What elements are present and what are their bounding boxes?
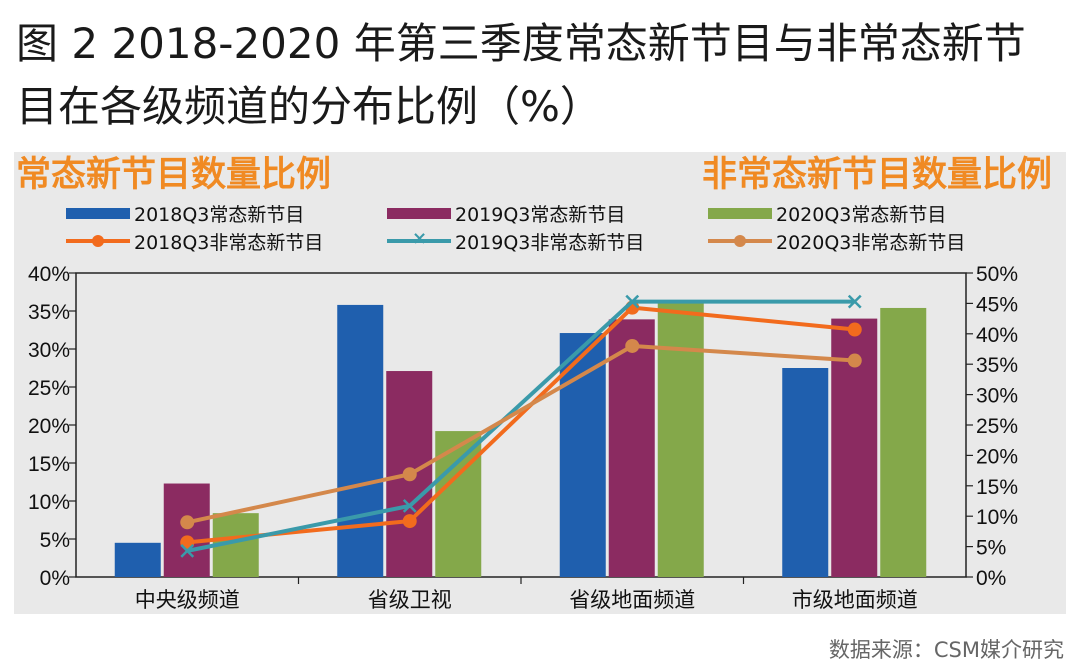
bar (782, 368, 829, 577)
category-label: 中央级频道 (135, 588, 240, 612)
series-line (186, 299, 855, 553)
line-marker (402, 467, 417, 482)
category-label: 省级卫视 (368, 588, 452, 612)
line-marker (402, 514, 417, 529)
left-tick-label: 30% (28, 339, 70, 362)
right-tick-label: 45% (976, 293, 1018, 316)
chart-legend: 2018Q3常态新节目 2019Q3常态新节目 2020Q3常态新节目 2018Q3非… (14, 200, 1066, 256)
right-tick-label: 15% (976, 476, 1018, 499)
line-marker (180, 543, 195, 558)
line-marker (180, 515, 195, 530)
legend-swatch (387, 200, 451, 226)
line-marker (847, 322, 862, 337)
left-tick-label: 15% (28, 453, 70, 476)
legend-label: 2020Q3常态新节目 (776, 203, 947, 226)
left-tick-label: 40% (28, 263, 70, 286)
line-marker (847, 353, 862, 368)
chart-plot: 0% 5% 10% 15% 20% 25% 30% 35% 40% 0% 5% 10% 15% 20% 25… (28, 263, 1018, 612)
right-tick-label: 20% (976, 445, 1018, 468)
right-tick-label: 40% (976, 324, 1018, 347)
legend-label: 2020Q3非常态新节目 (776, 231, 966, 254)
category-label: 市级地面频道 (792, 588, 918, 612)
legend-label: 2019Q3非常态新节目 (455, 231, 645, 254)
legend-swatch (66, 228, 130, 254)
right-axis-title: 非常态新节目数量比例 (701, 155, 1052, 195)
left-tick-label: 10% (28, 491, 70, 514)
series-line (187, 305, 855, 545)
legend-label: 2018Q3常态新节目 (134, 203, 305, 226)
legend-swatch: × (387, 228, 451, 254)
right-tick-label: 25% (976, 415, 1018, 438)
legend-swatch (708, 200, 772, 226)
line-marker (625, 294, 640, 309)
chart-panel: 常态新节目数量比例 非常态新节目数量比例 2018Q3常态新节目 2019Q3常态… (14, 152, 1066, 614)
right-tick-label: 0% (976, 567, 1006, 590)
legend-item: 2020Q3常态新节目 (708, 200, 946, 226)
category-label: 省级地面频道 (569, 588, 695, 612)
left-tick-label: 20% (28, 415, 70, 438)
right-tick-label: 10% (976, 506, 1018, 529)
line-marker (402, 498, 417, 513)
left-axis-title: 常态新节目数量比例 (16, 155, 332, 195)
legend-label: 2019Q3常态新节目 (455, 203, 626, 226)
series-line (186, 343, 855, 525)
right-tick-label: 50% (976, 263, 1018, 286)
bar (435, 431, 482, 577)
left-tick-label: 25% (28, 377, 70, 400)
legend-swatch (708, 228, 772, 254)
left-tick-label: 35% (28, 301, 70, 324)
bar (657, 303, 704, 577)
bar (163, 483, 210, 577)
legend-item: × 2019Q3非常态新节目 (387, 228, 644, 254)
bar (880, 307, 927, 577)
figure-title: 图 2 2018-2020 年第三季度常态新节目与非常态新节目在各级频道的分布比… (16, 19, 1026, 131)
legend-label: 2018Q3非常态新节目 (134, 231, 324, 254)
bar (114, 542, 161, 577)
legend-item: 2018Q3常态新节目 (66, 200, 304, 226)
legend-item: 2020Q3非常态新节目 (708, 228, 965, 254)
left-tick-label: 5% (40, 529, 70, 552)
legend-item: 2018Q3非常态新节目 (66, 228, 323, 254)
right-tick-label: 30% (976, 385, 1018, 408)
legend-item: 2019Q3常态新节目 (387, 200, 625, 226)
right-tick-label: 5% (976, 537, 1006, 560)
left-tick-label: 0% (40, 567, 70, 590)
line-marker (625, 338, 640, 353)
line-marker (847, 294, 862, 309)
source-note: 数据来源：CSM媒介研究 (828, 638, 1064, 662)
bar (608, 319, 655, 577)
bar (337, 304, 384, 577)
right-tick-label: 35% (976, 354, 1018, 377)
legend-swatch (66, 200, 130, 226)
